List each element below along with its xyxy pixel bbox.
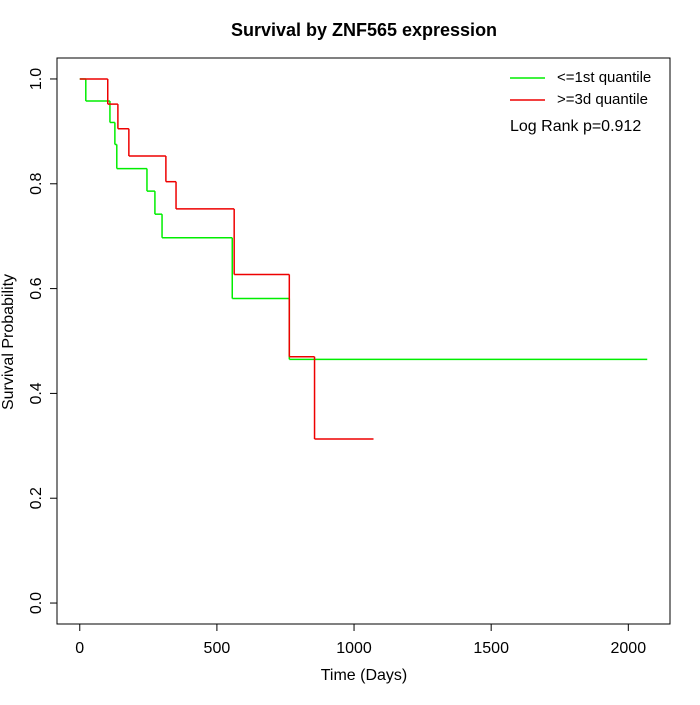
chart-title: Survival by ZNF565 expression — [231, 20, 497, 40]
x-axis-label: Time (Days) — [321, 667, 408, 684]
plot-frame — [56, 57, 671, 625]
y-tick-label: 0.2 — [28, 487, 45, 509]
y-tick-label: 1.0 — [28, 68, 45, 90]
legend-label: <=1st quantile — [557, 69, 651, 86]
annotation: Log Rank p=0.912 — [510, 118, 641, 135]
x-tick-label: 500 — [204, 640, 231, 657]
x-tick-label: 0 — [75, 640, 84, 657]
y-tick-label: 0.0 — [28, 592, 45, 614]
legend-label: >=3d quantile — [557, 91, 648, 108]
x-tick-label: 1000 — [336, 640, 372, 657]
x-tick-label: 1500 — [473, 640, 509, 657]
y-axis-label: Survival Probability — [0, 274, 17, 410]
y-tick-label: 0.6 — [28, 277, 45, 299]
y-tick-label: 0.4 — [28, 382, 45, 404]
x-tick-label: 2000 — [611, 640, 647, 657]
y-tick-label: 0.8 — [28, 173, 45, 195]
